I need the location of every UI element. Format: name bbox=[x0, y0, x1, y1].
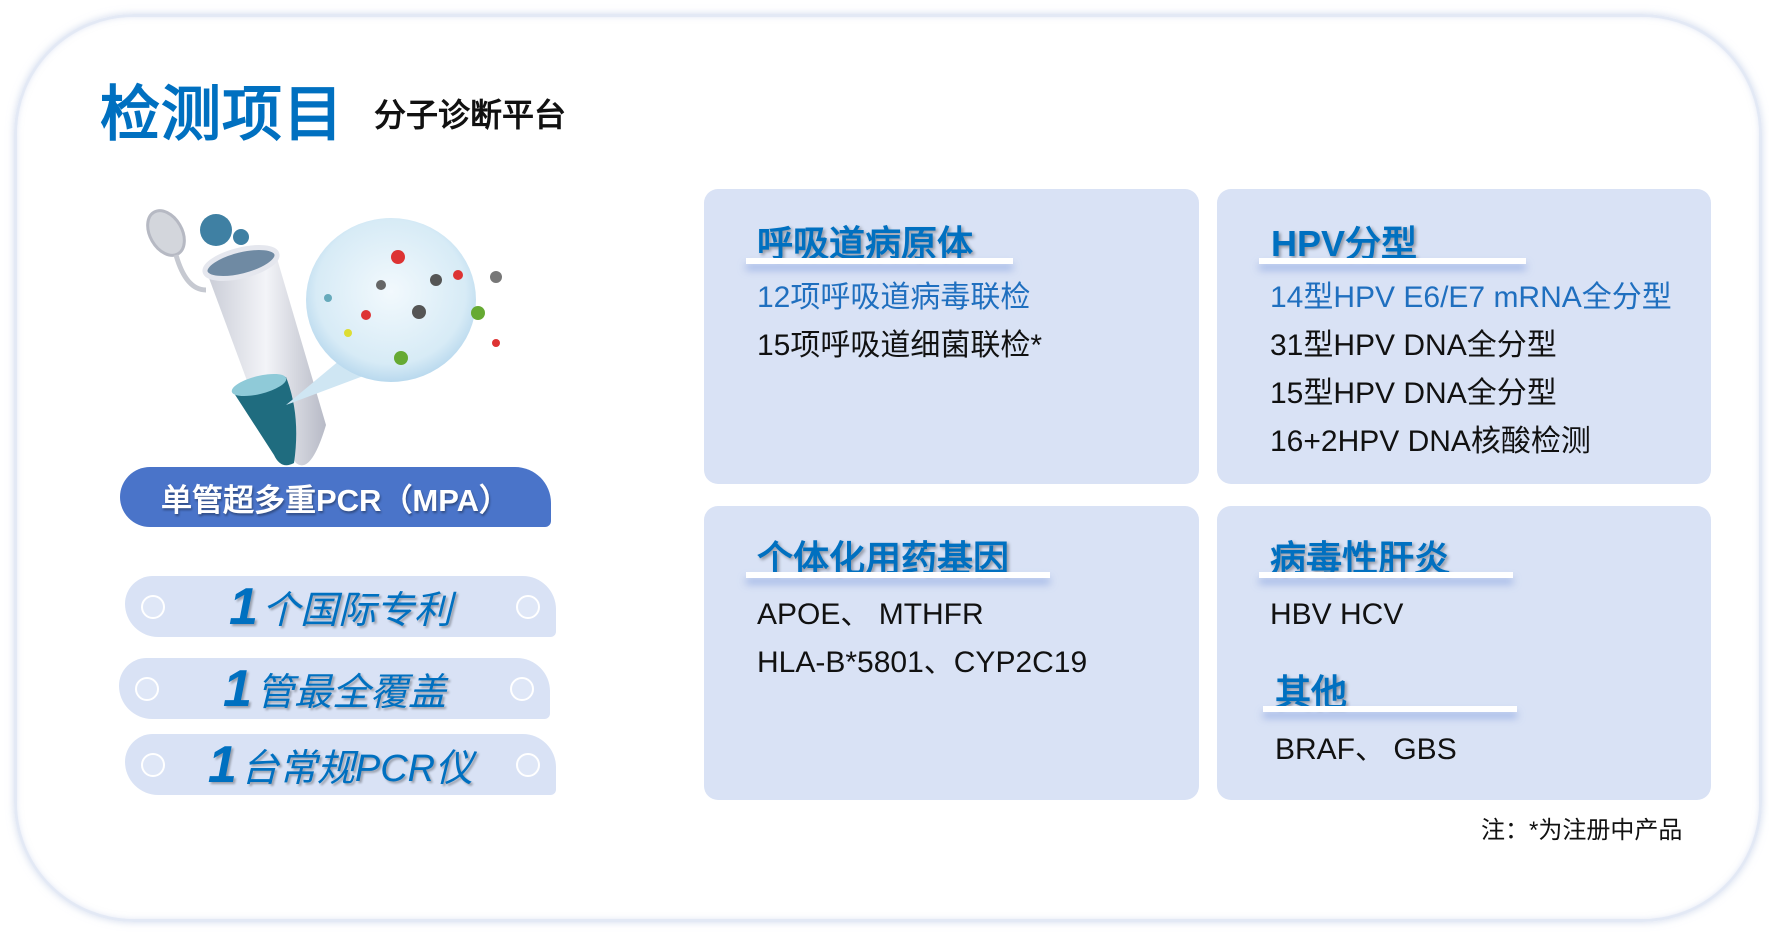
circle-icon bbox=[516, 594, 540, 619]
feature-text: 管最全覆盖 bbox=[255, 672, 446, 714]
circle-icon bbox=[135, 676, 159, 701]
card-heading: 呼吸道病原体 bbox=[757, 223, 974, 264]
card-hpv: HPV分型 14型HPV E6/E7 mRNA全分型 31型HPV DNA全分型… bbox=[1217, 189, 1711, 484]
heading-underline bbox=[746, 258, 1013, 264]
footnote: 注：*为注册中产品 bbox=[1481, 817, 1683, 844]
feature-number: 1 bbox=[223, 659, 252, 718]
platform-label: 单管超多重PCR（MPA） bbox=[120, 467, 551, 527]
feature-number: 1 bbox=[207, 735, 237, 794]
feature-coverage: 1 管最全覆盖 bbox=[119, 658, 550, 719]
heading-underline bbox=[1259, 572, 1513, 578]
list-item: 15型HPV DNA全分型 bbox=[1270, 377, 1557, 410]
outer-frame bbox=[14, 14, 1762, 922]
heading-underline bbox=[746, 572, 1050, 578]
card-respiratory: 呼吸道病原体 12项呼吸道病毒联检 15项呼吸道细菌联检* bbox=[704, 189, 1199, 484]
pcr-tube-illustration bbox=[146, 209, 502, 466]
feature-text: 台常规PCR仪 bbox=[240, 748, 474, 790]
list-item: HLA-B*5801、CYP2C19 bbox=[757, 646, 1088, 679]
feature-number: 1 bbox=[229, 577, 258, 636]
page-subtitle: 分子诊断平台 bbox=[374, 97, 567, 133]
list-item: APOE、 MTHFR bbox=[757, 598, 984, 631]
list-item: HBV HCV bbox=[1270, 598, 1404, 631]
list-item: 14型HPV E6/E7 mRNA全分型 bbox=[1270, 281, 1672, 314]
list-item: 15项呼吸道细菌联检* bbox=[757, 329, 1043, 362]
list-item: BRAF、 GBS bbox=[1275, 733, 1457, 766]
card-pharmacogenomics: 个体化用药基因 APOE、 MTHFR HLA-B*5801、CYP2C19 bbox=[704, 506, 1199, 800]
feature-instrument: 1 台常规PCR仪 bbox=[125, 734, 556, 795]
page-title: 检测项目 bbox=[100, 81, 344, 148]
feature-patent: 1 个国际专利 bbox=[125, 576, 556, 637]
heading-underline bbox=[1263, 706, 1517, 712]
circle-icon bbox=[510, 676, 534, 701]
list-item: 31型HPV DNA全分型 bbox=[1270, 329, 1557, 362]
heading-underline bbox=[1259, 258, 1526, 264]
list-item: 16+2HPV DNA核酸检测 bbox=[1270, 425, 1591, 458]
circle-icon bbox=[516, 752, 540, 777]
circle-icon bbox=[141, 594, 165, 619]
card-hepatitis-other: 病毒性肝炎 HBV HCV 其他 BRAF、 GBS bbox=[1217, 506, 1711, 800]
card-heading: HPV分型 bbox=[1271, 223, 1418, 264]
list-item: 12项呼吸道病毒联检 bbox=[757, 281, 1031, 314]
feature-text: 个国际专利 bbox=[261, 590, 452, 632]
circle-icon bbox=[141, 752, 165, 777]
